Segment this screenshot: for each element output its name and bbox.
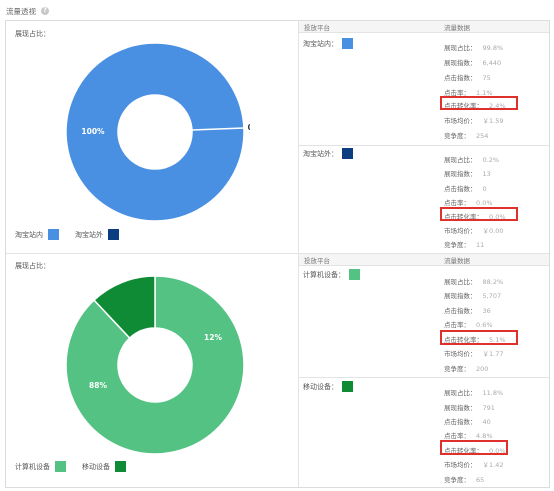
column-divider bbox=[298, 21, 299, 487]
metric-row-conversion: 点击转化率： 0.0% bbox=[444, 447, 506, 455]
pie-slice-1-edge bbox=[191, 127, 245, 131]
header-platform: 投放平台 bbox=[304, 24, 330, 32]
table-header: 投放平台 流量数据 bbox=[299, 21, 549, 33]
metric-row: 展现指数： 5,707 bbox=[444, 292, 502, 300]
metric-row: 展现占比： 88.2% bbox=[444, 278, 504, 286]
page-title: 流量透视 bbox=[6, 6, 36, 16]
platform-name: 淘宝站外： bbox=[303, 149, 338, 158]
pie-label-1: 12% bbox=[204, 333, 222, 342]
header-platform: 投放平台 bbox=[304, 257, 330, 265]
metric-row: 点击率： 4.8% bbox=[444, 432, 493, 440]
legend-label-outside: 淘宝站外 bbox=[75, 230, 103, 239]
platform-computer: 计算机设备： bbox=[303, 269, 360, 280]
metric-row: 展现占比： 0.2% bbox=[444, 156, 500, 164]
pie-slice-0[interactable] bbox=[65, 275, 245, 455]
metric-row: 竞争度： 11 bbox=[444, 241, 485, 249]
legend-device: 计算机设备 移动设备 bbox=[15, 461, 126, 472]
platform-divider bbox=[299, 377, 549, 378]
pie-slice-0[interactable] bbox=[65, 42, 245, 222]
metric-row-conversion: 点击转化率： 2.4% bbox=[444, 102, 506, 110]
legend-label-inside: 淘宝站内 bbox=[15, 230, 43, 239]
pie-slice-1[interactable] bbox=[93, 275, 156, 340]
legend-platform: 淘宝站内 淘宝站外 bbox=[15, 229, 119, 240]
pie-label: 展现占比： bbox=[15, 30, 50, 38]
traffic-panel bbox=[5, 20, 550, 488]
platform-name: 淘宝站内： bbox=[303, 39, 338, 48]
platform-divider bbox=[299, 145, 549, 146]
pie-label: 展现占比： bbox=[15, 262, 50, 270]
metric-row: 点击指数： 36 bbox=[444, 307, 491, 315]
table-header: 投放平台 流量数据 bbox=[299, 254, 549, 266]
metric-row: 点击率： 1.1% bbox=[444, 89, 493, 97]
metric-row: 点击指数： 0 bbox=[444, 185, 487, 193]
metric-row: 点击指数： 40 bbox=[444, 418, 491, 426]
platform-mobile: 移动设备： bbox=[303, 381, 353, 392]
legend-swatch-inside bbox=[48, 229, 59, 240]
platform-swatch bbox=[342, 148, 353, 159]
question-icon[interactable]: ? bbox=[41, 7, 49, 15]
header-traffic: 流量数据 bbox=[444, 24, 470, 32]
platform-name: 移动设备： bbox=[303, 382, 338, 391]
metric-row: 竞争度： 200 bbox=[444, 365, 489, 373]
page-header: 流量透视 ? bbox=[6, 4, 49, 18]
metric-row: 展现指数： 13 bbox=[444, 170, 491, 178]
metric-row-conversion: 点击转化率： 0.0% bbox=[444, 213, 506, 221]
platform-name: 计算机设备： bbox=[303, 270, 345, 279]
metric-row: 点击率： 0.6% bbox=[444, 321, 493, 329]
metric-row: 市场均价： ￥1.77 bbox=[444, 350, 504, 358]
highlight-box bbox=[440, 440, 508, 455]
metric-row: 竞争度： 254 bbox=[444, 132, 489, 140]
metric-row: 竞争度： 65 bbox=[444, 476, 485, 484]
metric-row: 展现指数： 791 bbox=[444, 404, 495, 412]
platform-swatch bbox=[342, 38, 353, 49]
metric-row: 市场均价： ￥1.42 bbox=[444, 461, 504, 469]
platform-swatch bbox=[349, 269, 360, 280]
highlight-box bbox=[440, 207, 518, 221]
section-divider bbox=[6, 253, 549, 254]
platform-outside: 淘宝站外： bbox=[303, 148, 353, 159]
pie-chart-platform: 100% 0% bbox=[65, 42, 250, 222]
metric-row: 点击率： 0.0% bbox=[444, 199, 493, 207]
metric-row-conversion: 点击转化率： 5.1% bbox=[444, 336, 506, 344]
legend-swatch-mobile bbox=[115, 461, 126, 472]
pie-label-0: 100% bbox=[81, 127, 105, 136]
metric-row: 展现指数： 6,440 bbox=[444, 59, 502, 67]
pie-label-1: 0% bbox=[248, 123, 250, 132]
metric-row: 市场均价： ￥0.00 bbox=[444, 227, 504, 235]
highlight-box bbox=[440, 330, 518, 345]
platform-swatch bbox=[342, 381, 353, 392]
pie-label-0: 88% bbox=[89, 381, 107, 390]
legend-swatch-computer bbox=[55, 461, 66, 472]
metric-row: 展现占比： 11.8% bbox=[444, 389, 504, 397]
pie-chart-device: 88% 12% bbox=[65, 275, 245, 455]
legend-label-mobile: 移动设备 bbox=[82, 462, 110, 471]
legend-label-computer: 计算机设备 bbox=[15, 462, 50, 471]
header-traffic: 流量数据 bbox=[444, 257, 470, 265]
metric-row: 市场均价： ￥1.59 bbox=[444, 117, 504, 125]
metric-row: 点击指数： 75 bbox=[444, 74, 491, 82]
legend-swatch-outside bbox=[108, 229, 119, 240]
platform-inside: 淘宝站内： bbox=[303, 38, 353, 49]
highlight-box bbox=[440, 96, 518, 110]
metric-row: 展现占比： 99.8% bbox=[444, 44, 504, 52]
